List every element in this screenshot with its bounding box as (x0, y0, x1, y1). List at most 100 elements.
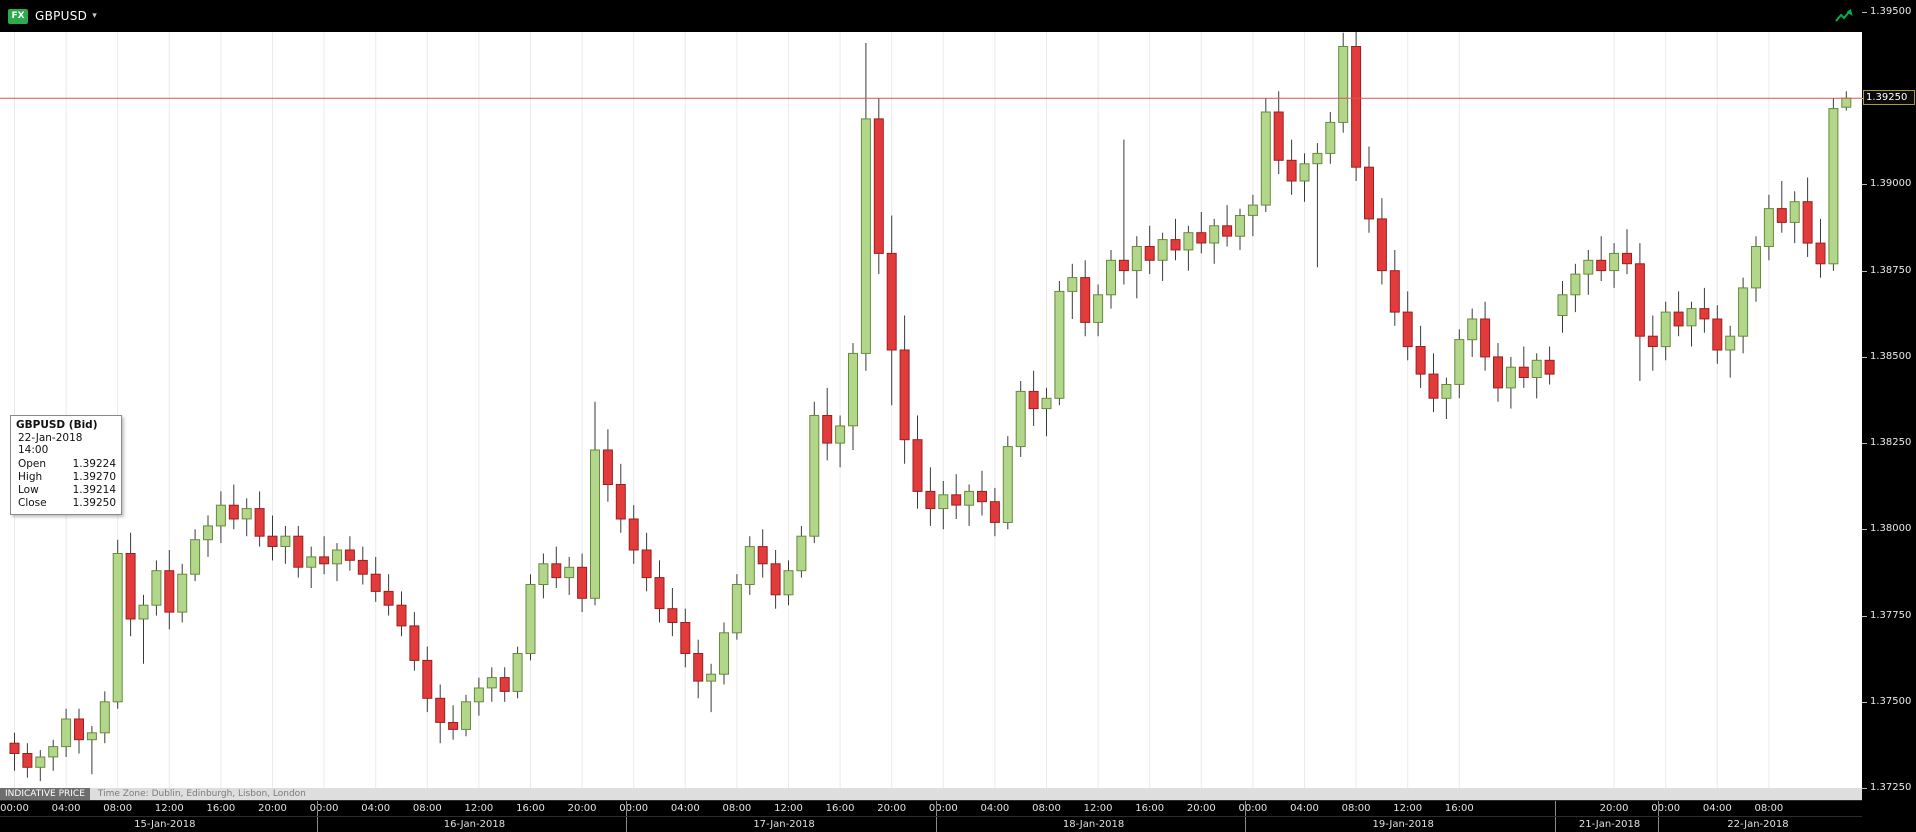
time-tick-label: 08:00 (412, 803, 442, 814)
tooltip-low-label: Low (18, 484, 39, 496)
time-tick-label: 12:00 (154, 803, 184, 814)
candle-down (396, 604, 407, 627)
day-separator (1245, 801, 1247, 817)
candle-down (1364, 166, 1374, 220)
date-label: 16-Jan-2018 (443, 819, 506, 830)
candle-up (525, 584, 536, 654)
trend-arrow-icon[interactable] (1834, 7, 1854, 25)
tooltip-open-value: 1.39224 (72, 458, 116, 470)
candle-up (1015, 390, 1026, 448)
candle-up (1467, 318, 1478, 341)
day-separator (626, 801, 628, 817)
candle-up (86, 732, 97, 741)
time-tick-label: 16:00 (825, 803, 855, 814)
candle-up (306, 556, 317, 568)
candle-up (1338, 46, 1349, 123)
time-tick-label: 16:00 (1135, 803, 1165, 814)
price-tick-label: 1.38000 (1870, 523, 1912, 535)
candle-down (409, 625, 420, 661)
candle-down (1196, 232, 1207, 244)
price-tick-mark (1862, 270, 1867, 272)
day-separator (935, 801, 937, 817)
candle-up (1751, 246, 1761, 289)
tooltip-title: GBPUSD (Bid) (16, 419, 98, 431)
time-tick-label: 20:00 (258, 803, 287, 814)
tooltip-high-label: High (18, 471, 43, 483)
tooltip-open-label: Open (18, 458, 47, 470)
candle-down (1144, 246, 1155, 261)
time-tick-label: 04:00 (361, 803, 391, 814)
candle-up (1183, 232, 1194, 251)
candle-up (280, 535, 291, 548)
candle-down (977, 490, 987, 503)
chart-plot-area (0, 32, 1862, 788)
candle-up (706, 673, 717, 682)
time-tick-label: 12:00 (774, 803, 803, 814)
time-tick-label: 08:00 (1341, 803, 1371, 814)
candle-up (190, 539, 201, 575)
symbol-selector[interactable]: FX GBPUSD ▾ (8, 8, 97, 24)
candle-up (744, 546, 755, 585)
candle-down (435, 697, 446, 723)
candle-up (1041, 397, 1052, 410)
time-tick-label: 20:00 (877, 803, 907, 814)
candle-up (1235, 215, 1245, 237)
candle-down (1622, 252, 1632, 265)
price-tick-mark (1862, 788, 1867, 789)
time-tick-label: 12:00 (1393, 803, 1423, 814)
candle-down (1712, 318, 1723, 351)
candle-up (1531, 359, 1542, 378)
candle-up (1583, 259, 1594, 275)
tooltip-close-label: Close (18, 497, 47, 509)
time-tick-label: 08:00 (1754, 803, 1784, 814)
candle-down (951, 494, 962, 506)
tooltip-close-row: Close 1.39250 (16, 497, 116, 510)
candle-up (1828, 108, 1839, 265)
candle-up (1505, 366, 1516, 389)
candle-up (512, 653, 523, 692)
candle-up (1067, 277, 1078, 292)
candle-down (293, 535, 304, 568)
date-label: 15-Jan-2018 (134, 819, 196, 830)
time-tick-label: 20:00 (1186, 803, 1216, 814)
price-tick-mark (1862, 12, 1867, 13)
candle-up (112, 553, 123, 703)
candle-down (1028, 390, 1039, 410)
candle-up (1841, 97, 1852, 108)
candle-down (886, 252, 897, 351)
candle-down (448, 722, 459, 730)
candle-down (254, 508, 265, 537)
time-tick-label: 08:00 (103, 803, 133, 814)
candle-up (332, 549, 342, 565)
candle-down (228, 504, 239, 520)
candle-up (1131, 246, 1142, 272)
date-label: 17-Jan-2018 (753, 819, 815, 830)
candle-down (1222, 225, 1233, 237)
candle-up (835, 425, 846, 444)
candle-down (383, 590, 394, 606)
candle-down (1596, 259, 1607, 272)
candle-down (267, 535, 278, 548)
candle-up (1725, 335, 1736, 351)
time-tick-label: 04:00 (51, 803, 81, 814)
candle-down (1286, 159, 1297, 182)
title-bar: FX GBPUSD ▾ (0, 0, 1862, 32)
time-tick-label: 16:00 (516, 803, 545, 814)
candle-down (667, 608, 678, 624)
candle-up (783, 570, 794, 596)
candle-up (1454, 339, 1465, 385)
candle-down (628, 518, 639, 551)
candle-down (551, 563, 562, 579)
day-separator (626, 817, 628, 832)
time-tick-label: 16:00 (206, 803, 236, 814)
date-label: 19-Jan-2018 (1372, 819, 1434, 830)
candle-down (602, 449, 613, 485)
candle-up (1557, 294, 1568, 316)
time-tick-label: 20:00 (1599, 803, 1629, 814)
price-tick-mark (1862, 615, 1867, 617)
candle-up (1209, 225, 1220, 244)
candle-down (1647, 335, 1658, 348)
candle-down (1118, 259, 1129, 272)
candle-up (731, 584, 742, 634)
candle-down (370, 573, 381, 592)
